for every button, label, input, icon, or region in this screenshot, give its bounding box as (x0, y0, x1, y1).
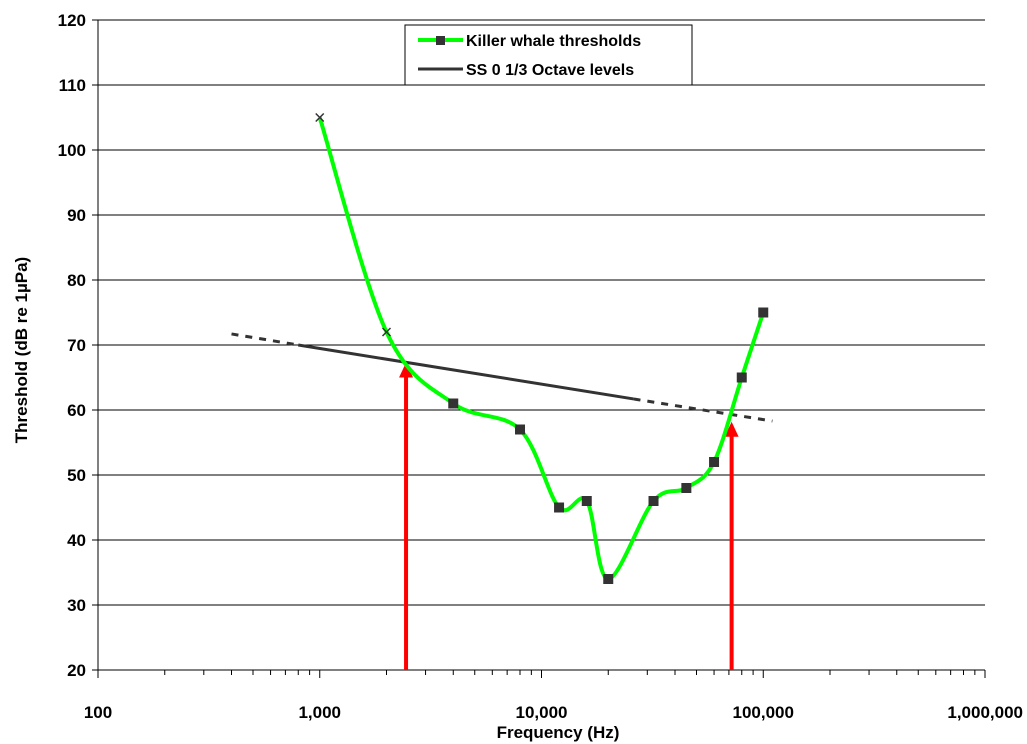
octave-levels-series (231, 332, 773, 423)
y-axis-title: Threshold (dB re 1µPa) (12, 257, 31, 443)
legend-marker-killer-whale (436, 36, 445, 45)
killer-whale-x-marker-1 (381, 327, 392, 337)
y-tick-label-60: 60 (67, 401, 86, 420)
x-axis-tick-labels: 100 1,000 10,000 100,000 1,000,000 (84, 703, 1023, 722)
y-tick-label-50: 50 (67, 466, 86, 485)
legend-label-killer-whale: Killer whale thresholds (466, 33, 641, 50)
octave-dashed-extension-0 (231, 332, 299, 347)
killer-whale-point-9 (758, 307, 769, 318)
gridlines (98, 19, 985, 606)
killer-whale-x-marker-0 (315, 112, 325, 123)
y-tick-label-120: 120 (58, 11, 86, 30)
y-axis-tick-labels: 20 30 40 50 60 70 80 90 100 110 120 (58, 11, 86, 680)
octave-solid-line (298, 343, 634, 401)
y-tick-label-80: 80 (67, 271, 86, 290)
killer-whale-point-5 (648, 496, 659, 506)
legend: Killer whale thresholds SS 0 1/3 Octave … (404, 24, 693, 86)
killer-whale-point-1 (515, 424, 526, 435)
y-tick-label-70: 70 (67, 336, 86, 355)
crossing-arrows (399, 362, 739, 670)
octave-dashed-extension-1 (633, 397, 773, 423)
x-tick-label-10000: 10,000 (516, 703, 568, 722)
x-tick-label-100000: 100,000 (733, 703, 794, 722)
legend-box (404, 24, 693, 86)
y-tick-label-20: 20 (67, 661, 86, 680)
x-axis-title: Frequency (Hz) (497, 723, 620, 742)
x-tick-label-1000000: 1,000,000 (947, 703, 1023, 722)
legend-label-octave-levels: SS 0 1/3 Octave levels (466, 62, 634, 79)
x-tick-label-1000: 1,000 (298, 703, 341, 722)
killer-whale-curve (317, 116, 766, 582)
killer-whale-point-6 (681, 483, 692, 493)
arrow-head-0 (399, 362, 414, 378)
killer-whale-point-2 (554, 502, 565, 513)
arrow-head-1 (724, 421, 739, 437)
x-tick-label-100: 100 (84, 703, 112, 722)
y-tick-label-30: 30 (67, 596, 86, 615)
killer-whale-point-3 (581, 496, 592, 506)
y-tick-label-40: 40 (67, 531, 86, 550)
killer-whale-point-8 (736, 372, 747, 383)
killer-whale-point-4 (603, 574, 614, 584)
y-tick-label-110: 110 (59, 76, 86, 95)
plot-area (92, 19, 986, 678)
y-tick-label-100: 100 (58, 141, 86, 160)
y-tick-label-90: 90 (67, 206, 86, 225)
killer-whale-point-0 (448, 398, 459, 409)
killer-whale-point-7 (709, 457, 720, 467)
killer-whale-series (315, 112, 769, 584)
